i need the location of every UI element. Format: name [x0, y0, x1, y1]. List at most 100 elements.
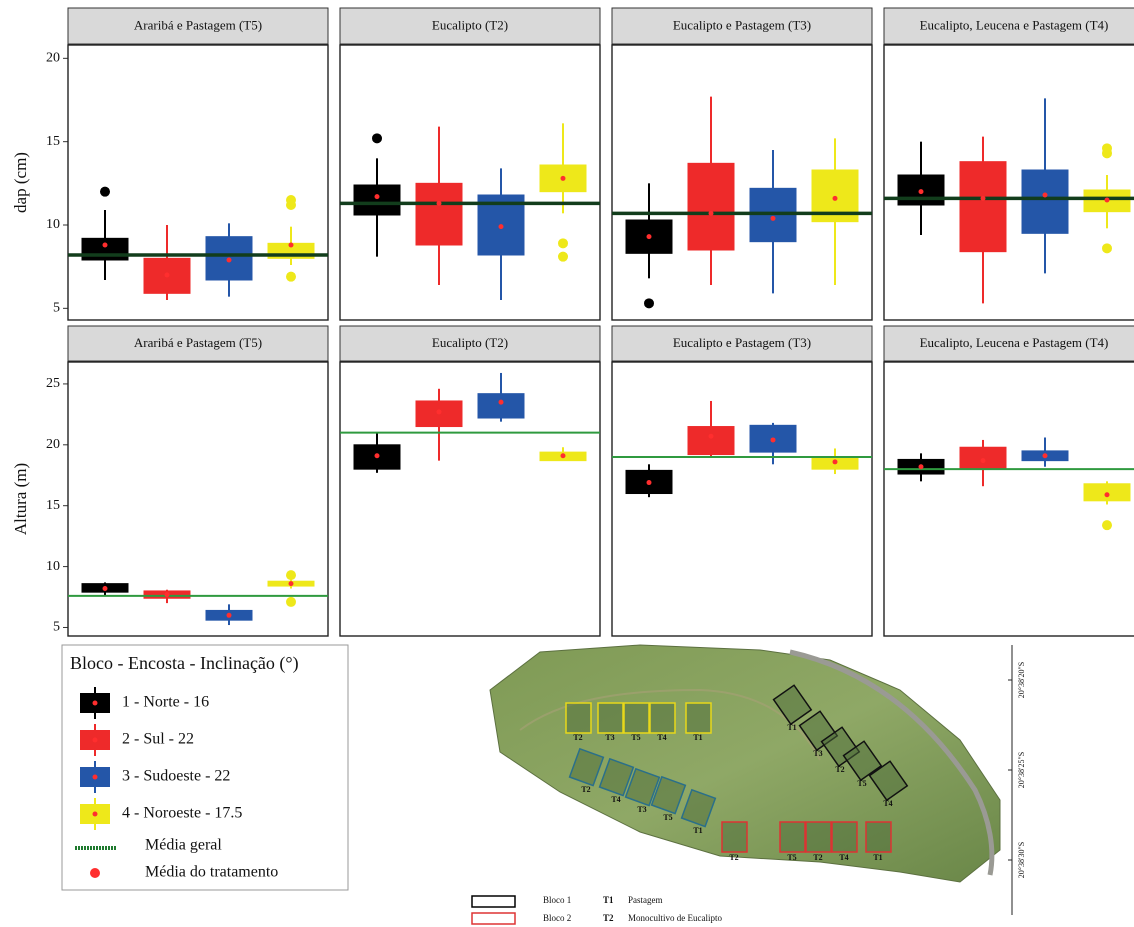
panel-title: Eucalipto e Pastagem (T3): [673, 17, 811, 32]
y-tick-label: 15: [46, 498, 60, 513]
outlier: [100, 187, 110, 197]
plot: [832, 822, 857, 852]
plot-label: T5: [631, 733, 640, 742]
treatment-mean: [981, 196, 986, 201]
coordinate-label: 20°38'25"S: [1017, 752, 1026, 788]
panel-title: Eucalipto (T2): [432, 335, 508, 350]
plot-label: T4: [839, 853, 848, 862]
treatment-mean: [981, 458, 986, 463]
plot: [566, 703, 591, 733]
treatment-mean: [437, 409, 442, 414]
y-tick-label: 10: [46, 559, 60, 574]
legend-label: Média do tratamento: [145, 864, 278, 881]
panel-title: Eucalipto e Pastagem (T3): [673, 335, 811, 350]
legend-label: 1 - Norte - 16: [122, 694, 209, 711]
panel-title: Eucalipto, Leucena e Pastagem (T4): [920, 17, 1109, 32]
y-tick-label: 5: [53, 620, 60, 635]
box: [478, 394, 524, 418]
outlier: [286, 272, 296, 282]
plot: [624, 703, 649, 733]
outlier: [372, 133, 382, 143]
key-code: T2: [603, 913, 614, 923]
treatment-mean: [289, 581, 294, 586]
plot-label: T5: [857, 779, 866, 788]
treatment-mean: [771, 216, 776, 221]
plot-label: T5: [787, 853, 796, 862]
treatment-mean: [227, 613, 232, 618]
outlier: [286, 597, 296, 607]
treatment-mean: [227, 258, 232, 263]
treatment-mean: [561, 176, 566, 181]
treatment-mean: [499, 224, 504, 229]
panel-title: Araribá e Pastagem (T5): [134, 335, 262, 350]
treatment-mean: [833, 459, 838, 464]
y-tick-label: 25: [46, 376, 60, 391]
treatment-mean: [375, 453, 380, 458]
outlier: [1102, 520, 1112, 530]
panel-title: Eucalipto (T2): [432, 17, 508, 32]
treatment-mean: [103, 586, 108, 591]
plot: [806, 822, 831, 852]
treatment-mean: [165, 592, 170, 597]
legend-key-dot: [93, 738, 98, 743]
legend-label: 4 - Noroeste - 17.5: [122, 805, 242, 822]
legend-label: Média geral: [145, 837, 222, 854]
treatment-mean: [289, 243, 294, 248]
key-label: Bloco 1: [543, 895, 571, 905]
figure: dap (cm)5101520Araribá e Pastagem (T5)Eu…: [0, 0, 1134, 927]
plot-label: T5: [663, 813, 672, 822]
plot: [780, 822, 805, 852]
treatment-mean: [165, 273, 170, 278]
plot: [866, 822, 891, 852]
plot-label: T3: [813, 749, 822, 758]
plot-label: T4: [611, 795, 620, 804]
plot-label: T2: [573, 733, 582, 742]
treatment-mean: [1105, 492, 1110, 497]
outlier: [1102, 243, 1112, 253]
y-axis-label: dap (cm): [11, 152, 30, 213]
treatment-mean: [919, 189, 924, 194]
key-label: Pastagem: [628, 895, 663, 905]
plot-label: T2: [581, 785, 590, 794]
legend-key-dot: [93, 812, 98, 817]
treatment-mean: [375, 194, 380, 199]
outlier: [644, 298, 654, 308]
plot-label: T2: [729, 853, 738, 862]
plot-label: T3: [605, 733, 614, 742]
box: [354, 185, 400, 215]
key-code: T1: [603, 895, 614, 905]
legend-key-dot: [93, 775, 98, 780]
plot: [722, 822, 747, 852]
legend-label: 3 - Sudoeste - 22: [122, 768, 230, 785]
treatment-mean: [709, 434, 714, 439]
panel: [612, 362, 872, 636]
coordinate-label: 20°38'30"S: [1017, 842, 1026, 878]
legend: Bloco - Encosta - Inclinação (°) 1 - Nor…: [62, 645, 348, 890]
treatment-mean: [647, 234, 652, 239]
outlier: [558, 238, 568, 248]
plot-label: T4: [657, 733, 666, 742]
panel-title: Araribá e Pastagem (T5): [134, 17, 262, 32]
outlier: [558, 252, 568, 262]
y-axis-label: Altura (m): [11, 463, 30, 535]
coordinate-label: 20°38'20"S: [1017, 662, 1026, 698]
plot-label: T1: [787, 723, 796, 732]
plot-label: T1: [693, 733, 702, 742]
plot-label: T2: [813, 853, 822, 862]
plot-label: T3: [637, 805, 646, 814]
y-tick-label: 15: [46, 134, 60, 149]
plot: [598, 703, 623, 733]
outlier: [286, 570, 296, 580]
panel: [340, 362, 600, 636]
box: [960, 162, 1006, 252]
treatment-mean: [919, 464, 924, 469]
plot-label: T1: [693, 826, 702, 835]
treatment-mean: [1043, 453, 1048, 458]
outlier: [286, 195, 296, 205]
y-tick-label: 10: [46, 217, 60, 232]
treatment-mean: [561, 453, 566, 458]
plot: [650, 703, 675, 733]
y-tick-label: 5: [53, 301, 60, 316]
treatment-mean: [499, 400, 504, 405]
box: [1022, 170, 1068, 233]
